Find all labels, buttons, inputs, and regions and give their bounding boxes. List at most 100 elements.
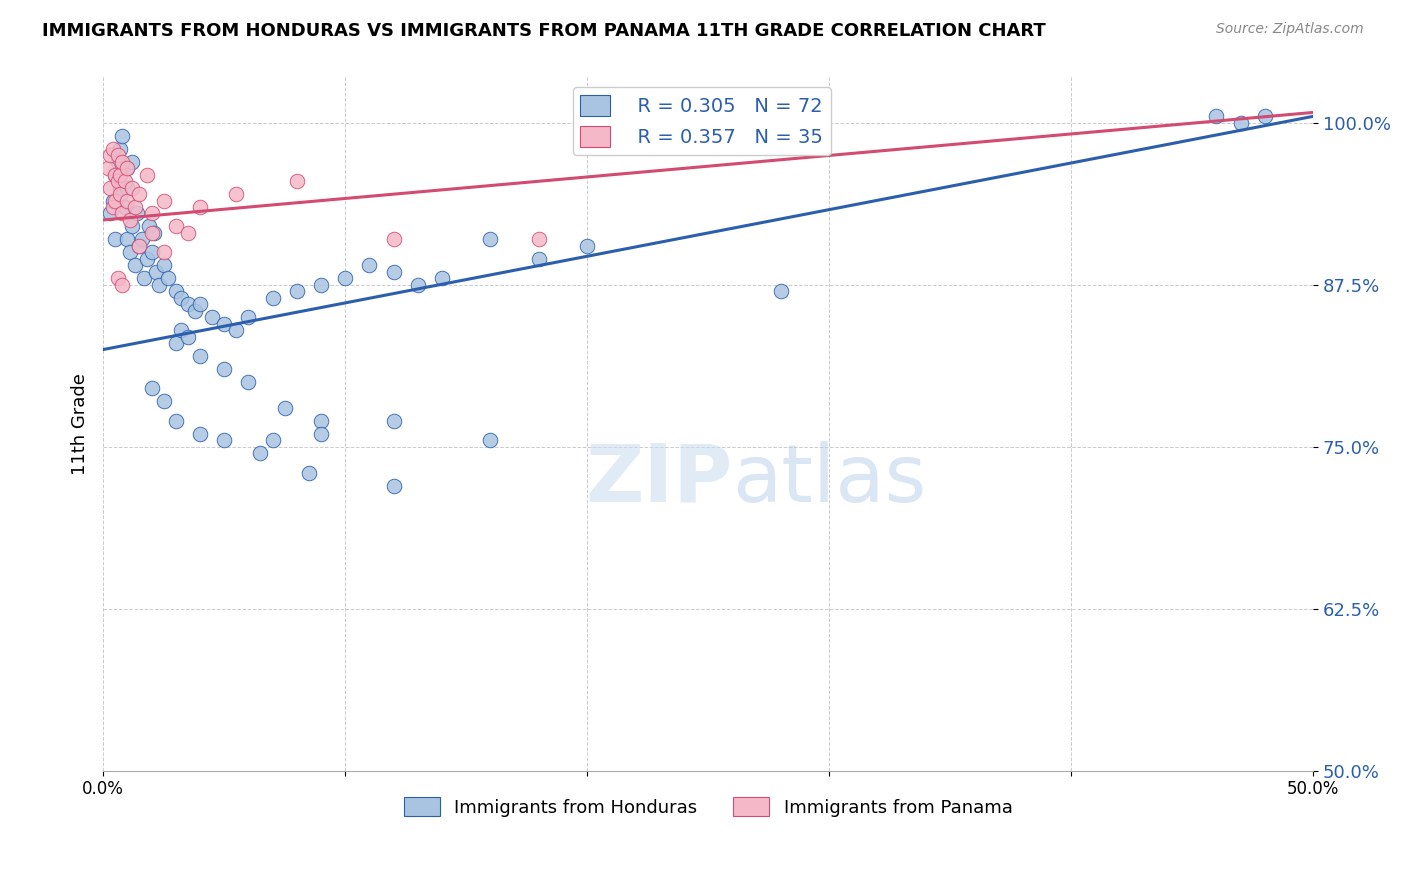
Point — [165, 336, 187, 351]
Point — [100, 206, 122, 220]
Point — [100, 148, 122, 162]
Point — [125, 206, 148, 220]
Point — [121, 154, 143, 169]
Point — [430, 271, 453, 285]
Point — [117, 180, 139, 194]
Point — [359, 258, 381, 272]
Point — [1229, 116, 1251, 130]
Point — [382, 414, 405, 428]
Point — [184, 303, 207, 318]
Point — [124, 200, 146, 214]
Point — [1205, 109, 1227, 123]
Point — [188, 426, 211, 441]
Point — [111, 277, 134, 292]
Point — [309, 414, 332, 428]
Point — [104, 168, 127, 182]
Point — [101, 200, 124, 214]
Text: Source: ZipAtlas.com: Source: ZipAtlas.com — [1216, 22, 1364, 37]
Point — [382, 478, 405, 492]
Point — [382, 232, 405, 246]
Point — [100, 180, 122, 194]
Point — [107, 174, 129, 188]
Point — [157, 271, 180, 285]
Point — [142, 226, 165, 240]
Point — [262, 434, 284, 448]
Point — [104, 194, 127, 208]
Point — [131, 232, 153, 246]
Point — [135, 252, 157, 266]
Point — [238, 310, 260, 325]
Point — [111, 154, 134, 169]
Point — [152, 194, 174, 208]
Point — [165, 285, 187, 299]
Point — [138, 219, 160, 234]
Point — [148, 277, 170, 292]
Point — [141, 206, 163, 220]
Point — [108, 142, 131, 156]
Point — [188, 349, 211, 363]
Point — [479, 232, 502, 246]
Point — [152, 258, 174, 272]
Point — [152, 394, 174, 409]
Point — [145, 265, 167, 279]
Point — [114, 200, 136, 214]
Point — [406, 277, 429, 292]
Point — [104, 168, 127, 182]
Point — [135, 168, 157, 182]
Point — [124, 258, 146, 272]
Point — [309, 277, 332, 292]
Point — [108, 180, 131, 194]
Point — [117, 232, 139, 246]
Point — [141, 245, 163, 260]
Text: atlas: atlas — [733, 441, 927, 518]
Point — [188, 200, 211, 214]
Point — [121, 180, 143, 194]
Point — [238, 375, 260, 389]
Point — [479, 434, 502, 448]
Point — [107, 148, 129, 162]
Point — [201, 310, 224, 325]
Text: IMMIGRANTS FROM HONDURAS VS IMMIGRANTS FROM PANAMA 11TH GRADE CORRELATION CHART: IMMIGRANTS FROM HONDURAS VS IMMIGRANTS F… — [42, 22, 1046, 40]
Legend: Immigrants from Honduras, Immigrants from Panama: Immigrants from Honduras, Immigrants fro… — [396, 790, 1019, 824]
Point — [117, 161, 139, 176]
Point — [141, 381, 163, 395]
Point — [249, 446, 271, 460]
Point — [114, 174, 136, 188]
Point — [262, 291, 284, 305]
Point — [527, 232, 550, 246]
Point — [107, 271, 129, 285]
Point — [225, 187, 247, 202]
Point — [104, 232, 127, 246]
Point — [169, 323, 191, 337]
Point — [333, 271, 356, 285]
Point — [382, 265, 405, 279]
Point — [769, 285, 792, 299]
Point — [128, 239, 150, 253]
Point — [121, 219, 143, 234]
Point — [165, 414, 187, 428]
Point — [212, 317, 235, 331]
Point — [118, 245, 141, 260]
Point — [273, 401, 295, 415]
Text: ZIP: ZIP — [585, 441, 733, 518]
Point — [128, 187, 150, 202]
Point — [107, 154, 129, 169]
Point — [101, 142, 124, 156]
Point — [188, 297, 211, 311]
Point — [177, 297, 200, 311]
Point — [212, 434, 235, 448]
Point — [169, 291, 191, 305]
Point — [177, 329, 200, 343]
Y-axis label: 11th Grade: 11th Grade — [72, 373, 89, 475]
Point — [134, 271, 156, 285]
Point — [576, 239, 599, 253]
Point — [141, 226, 163, 240]
Point — [298, 466, 321, 480]
Point — [108, 168, 131, 182]
Point — [111, 206, 134, 220]
Point — [128, 239, 150, 253]
Point — [1254, 109, 1277, 123]
Point — [225, 323, 247, 337]
Point — [117, 194, 139, 208]
Point — [309, 426, 332, 441]
